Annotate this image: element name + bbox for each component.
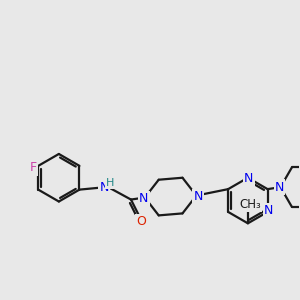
Text: N: N [264, 204, 273, 218]
Text: N: N [139, 192, 148, 205]
Text: H: H [106, 178, 114, 188]
Text: CH₃: CH₃ [239, 198, 261, 211]
Text: O: O [136, 215, 146, 228]
Text: N: N [100, 181, 109, 194]
Text: N: N [244, 172, 254, 185]
Text: F: F [30, 161, 37, 174]
Text: N: N [275, 181, 284, 194]
Text: N: N [194, 190, 203, 203]
